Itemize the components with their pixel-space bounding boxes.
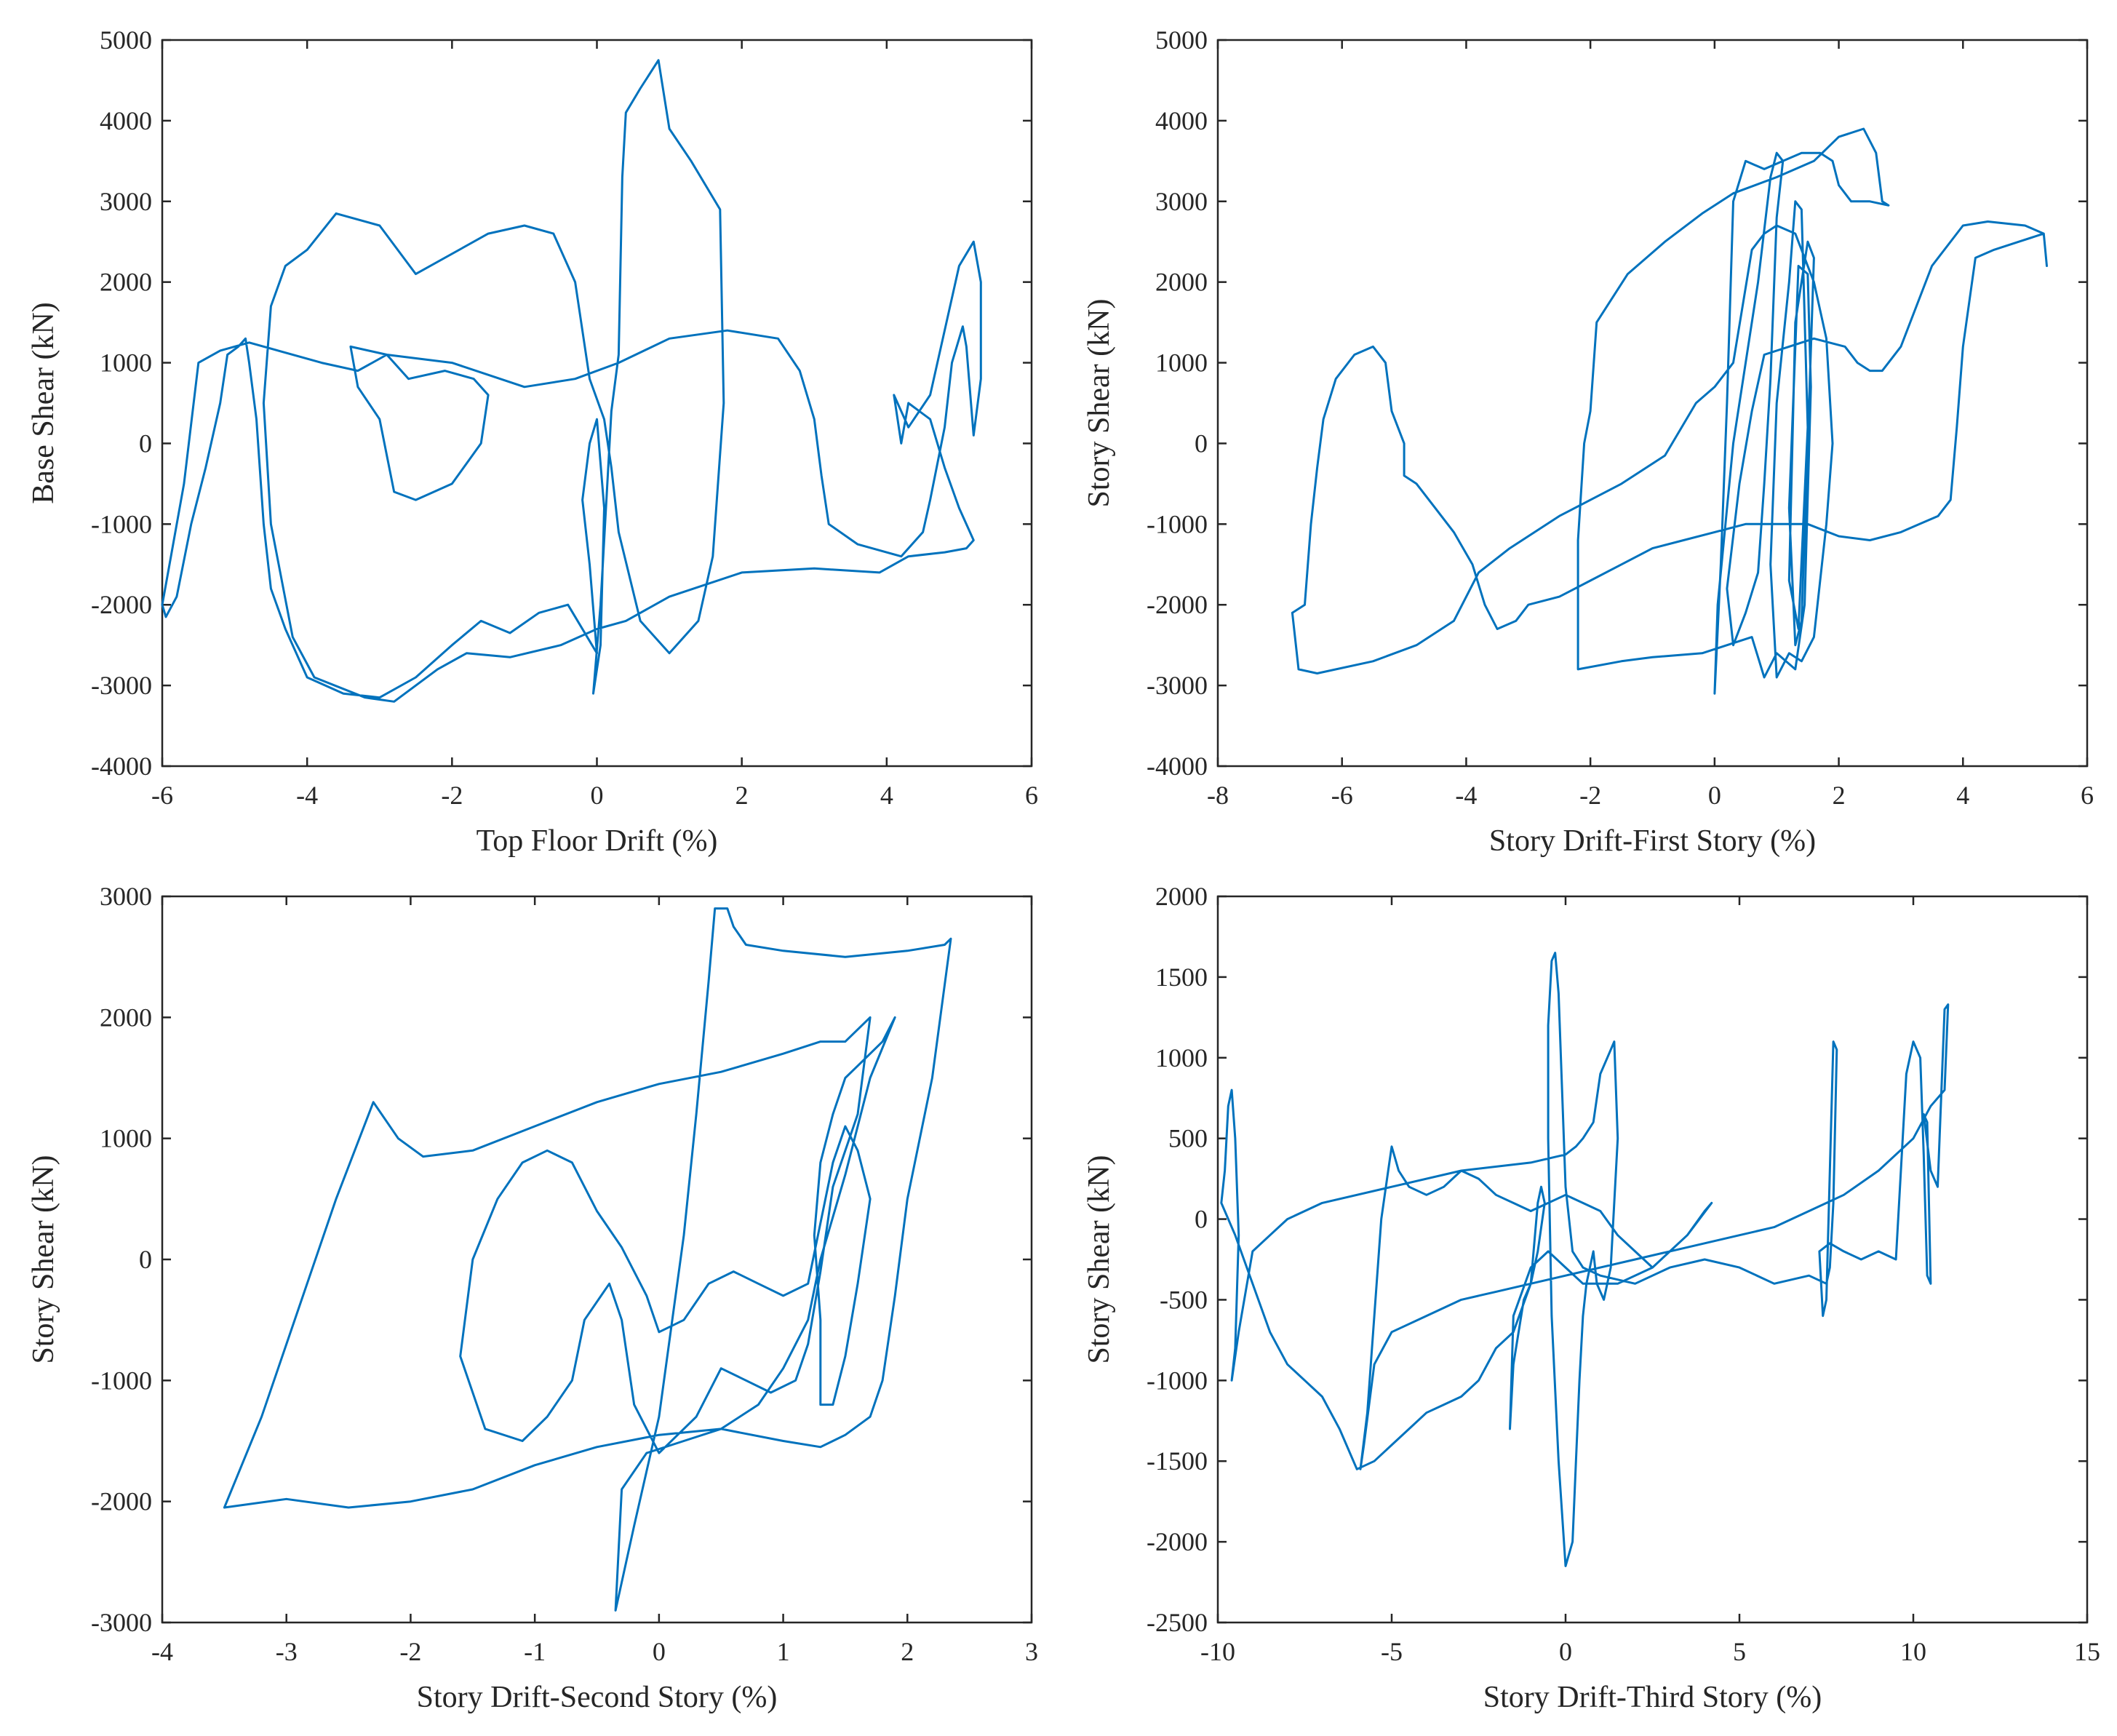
x-axis-label: Story Drift-Second Story (%)	[417, 1681, 778, 1714]
y-tick-label: 1500	[1155, 963, 1208, 992]
x-tick-label: -2	[399, 1637, 421, 1666]
y-axis-label: Story Shear (kN)	[27, 1155, 60, 1364]
hysteresis-curve	[223, 907, 952, 1612]
x-tick-label: 0	[1708, 781, 1721, 810]
x-axis-label: Top Floor Drift (%)	[477, 824, 718, 858]
y-tick-label: 5000	[1155, 25, 1208, 55]
plot-area	[1216, 895, 2089, 1624]
x-tick-label: -4	[1455, 781, 1477, 810]
x-tick-label: 0	[591, 781, 604, 810]
chart-panel-3: -4 -3 -2 -1 0 1 2 3 -3000 -2000 -1000 0 1000 2000 3000…	[27, 882, 1038, 1714]
x-tick-label: -2	[441, 781, 463, 810]
x-tick-label: -6	[151, 781, 173, 810]
plot-area	[1216, 39, 2089, 768]
y-tick-label: -4000	[1147, 752, 1208, 781]
chart-panel-4: -10 -5 0 5 10 15 -2500 -2000 -1500 -1000 -500 0 500 1…	[1083, 882, 2100, 1714]
x-tick-label: 4	[880, 781, 893, 810]
y-tick-label: -500	[1160, 1285, 1208, 1314]
x-tick-label: -4	[296, 781, 318, 810]
x-tick-label: 2	[901, 1637, 914, 1666]
y-tick-label: 2000	[100, 1003, 152, 1032]
y-tick-label: -3000	[91, 671, 152, 700]
hysteresis-curve	[161, 59, 982, 703]
y-tick-label: -1000	[1147, 1366, 1208, 1395]
y-axis-label: Story Shear (kN)	[1083, 1155, 1116, 1364]
x-tick-label: -1	[524, 1637, 546, 1666]
y-tick-label: 1000	[100, 1124, 152, 1153]
y-tick-label: 0	[139, 429, 152, 458]
x-tick-label: 15	[2074, 1637, 2100, 1666]
x-tick-label: -5	[1381, 1637, 1403, 1666]
hysteresis-curve	[1220, 952, 1950, 1567]
y-tick-label: -2000	[91, 590, 152, 619]
x-tick-label: 5	[1733, 1637, 1746, 1666]
y-axis-label: Story Shear (kN)	[1083, 299, 1116, 508]
y-tick-label: -1500	[1147, 1446, 1208, 1476]
y-tick-label: -2000	[1147, 1527, 1208, 1556]
y-tick-label: 2000	[1155, 882, 1208, 911]
y-tick-label: 3000	[100, 187, 152, 216]
x-tick-label: 4	[1956, 781, 1969, 810]
x-tick-label: -3	[276, 1637, 298, 1666]
y-tick-label: -1000	[91, 509, 152, 538]
x-tick-label: 3	[1025, 1637, 1038, 1666]
y-tick-label: 0	[1195, 429, 1208, 458]
x-tick-label: -6	[1331, 781, 1353, 810]
y-tick-label: 1000	[1155, 349, 1208, 378]
y-tick-label: -2000	[1147, 590, 1208, 619]
plot-area	[161, 895, 1033, 1624]
x-tick-label: 0	[1559, 1637, 1572, 1666]
x-axis-label: Story Drift-Third Story (%)	[1483, 1681, 1822, 1714]
x-tick-label: 2	[1833, 781, 1846, 810]
y-tick-label: 3000	[1155, 187, 1208, 216]
y-tick-label: 2000	[100, 268, 152, 297]
x-axis-label: Story Drift-First Story (%)	[1489, 824, 1816, 858]
y-tick-label: 2000	[1155, 268, 1208, 297]
y-tick-label: 1000	[100, 349, 152, 378]
y-tick-label: 0	[139, 1245, 152, 1274]
y-tick-label: 3000	[100, 882, 152, 911]
y-tick-label: 500	[1168, 1124, 1208, 1153]
x-tick-label: 1	[777, 1637, 790, 1666]
y-tick-label: -2000	[91, 1487, 152, 1516]
x-tick-label: 6	[2081, 781, 2094, 810]
x-tick-label: 0	[653, 1637, 666, 1666]
hysteresis-curve	[1291, 127, 2048, 695]
y-tick-label: -4000	[91, 752, 152, 781]
y-tick-label: -2500	[1147, 1608, 1208, 1637]
x-tick-label: 2	[735, 781, 749, 810]
y-tick-label: 1000	[1155, 1043, 1208, 1072]
x-tick-label: -2	[1579, 781, 1601, 810]
y-tick-label: -1000	[1147, 509, 1208, 538]
chart-panel-2: -8 -6 -4 -2 0 2 4 6 -4000 -3000 -2000 -1000 0 1000 200…	[1083, 25, 2094, 858]
y-tick-label: -3000	[1147, 671, 1208, 700]
x-tick-label: -10	[1200, 1637, 1235, 1666]
y-tick-label: 0	[1195, 1205, 1208, 1234]
x-tick-label: -8	[1207, 781, 1229, 810]
y-tick-label: 4000	[100, 106, 152, 135]
y-tick-label: 5000	[100, 25, 152, 55]
x-tick-label: 10	[1900, 1637, 1926, 1666]
chart-panel-1: -6 -4 -2 0 2 4 6 -4000 -3000 -2000 -1000 0 1000 2000 3…	[27, 25, 1038, 858]
x-tick-label: 6	[1025, 781, 1038, 810]
x-tick-label: -4	[151, 1637, 173, 1666]
y-tick-label: -3000	[91, 1608, 152, 1637]
y-axis-label: Base Shear (kN)	[27, 302, 60, 504]
y-tick-label: 4000	[1155, 106, 1208, 135]
y-tick-label: -1000	[91, 1366, 152, 1395]
